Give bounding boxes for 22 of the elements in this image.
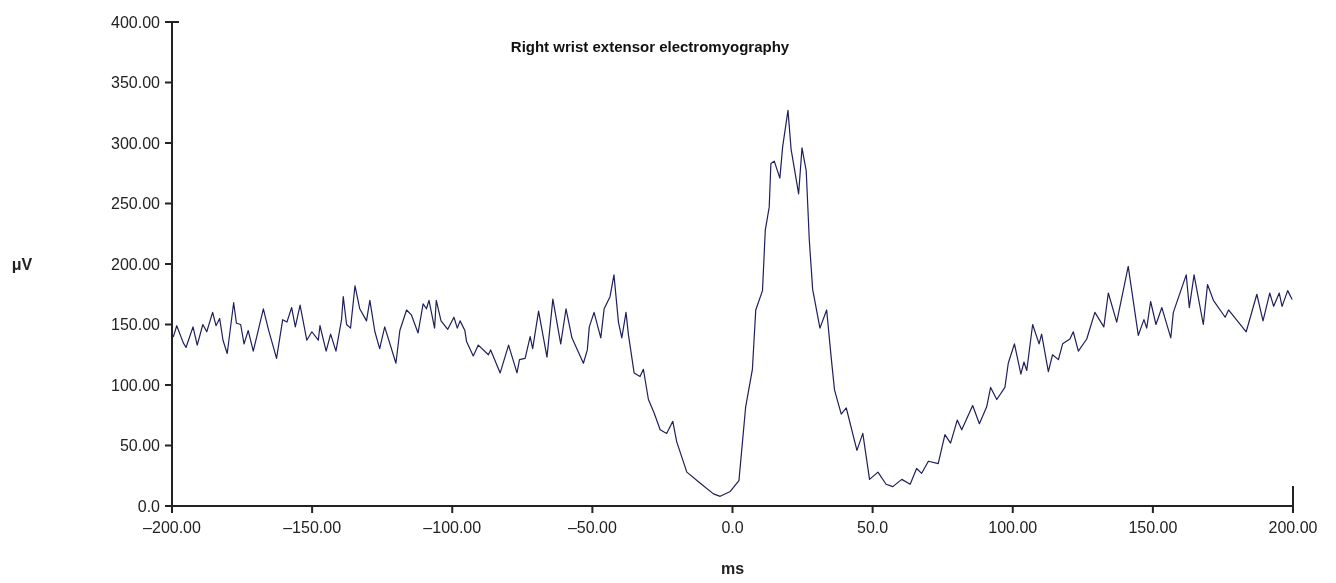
x-tick-label: 50.0 — [857, 519, 889, 536]
x-tick-label: 0.0 — [721, 519, 744, 536]
y-tick-label: 400.00 — [111, 13, 161, 31]
x-tick-label: –200.00 — [143, 519, 202, 536]
y-tick-label: 250.00 — [111, 195, 161, 213]
x-tick-label: –100.00 — [423, 519, 482, 536]
x-tick-label: –50.00 — [567, 519, 617, 536]
y-tick-label: 200.00 — [111, 255, 161, 273]
y-tick-label: 150.00 — [111, 316, 161, 334]
x-axis-title: ms — [720, 560, 745, 577]
x-tick-label: –150.00 — [283, 519, 342, 536]
x-tick-label: 100.00 — [988, 519, 1038, 536]
y-tick-label: 0.0 — [137, 497, 161, 515]
y-tick-label: 300.00 — [111, 134, 161, 152]
x-tick-label: 150.00 — [1128, 519, 1178, 536]
y-tick-label: 50.00 — [119, 437, 161, 455]
line-series — [172, 109, 1293, 497]
y-axis-title: μV — [11, 256, 33, 273]
y-tick-label: 100.00 — [111, 376, 161, 394]
y-tick-label: 350.00 — [111, 74, 161, 92]
x-tick-label: 200.00 — [1268, 519, 1318, 536]
text: Right wrist extensor electromyography — [510, 38, 790, 55]
